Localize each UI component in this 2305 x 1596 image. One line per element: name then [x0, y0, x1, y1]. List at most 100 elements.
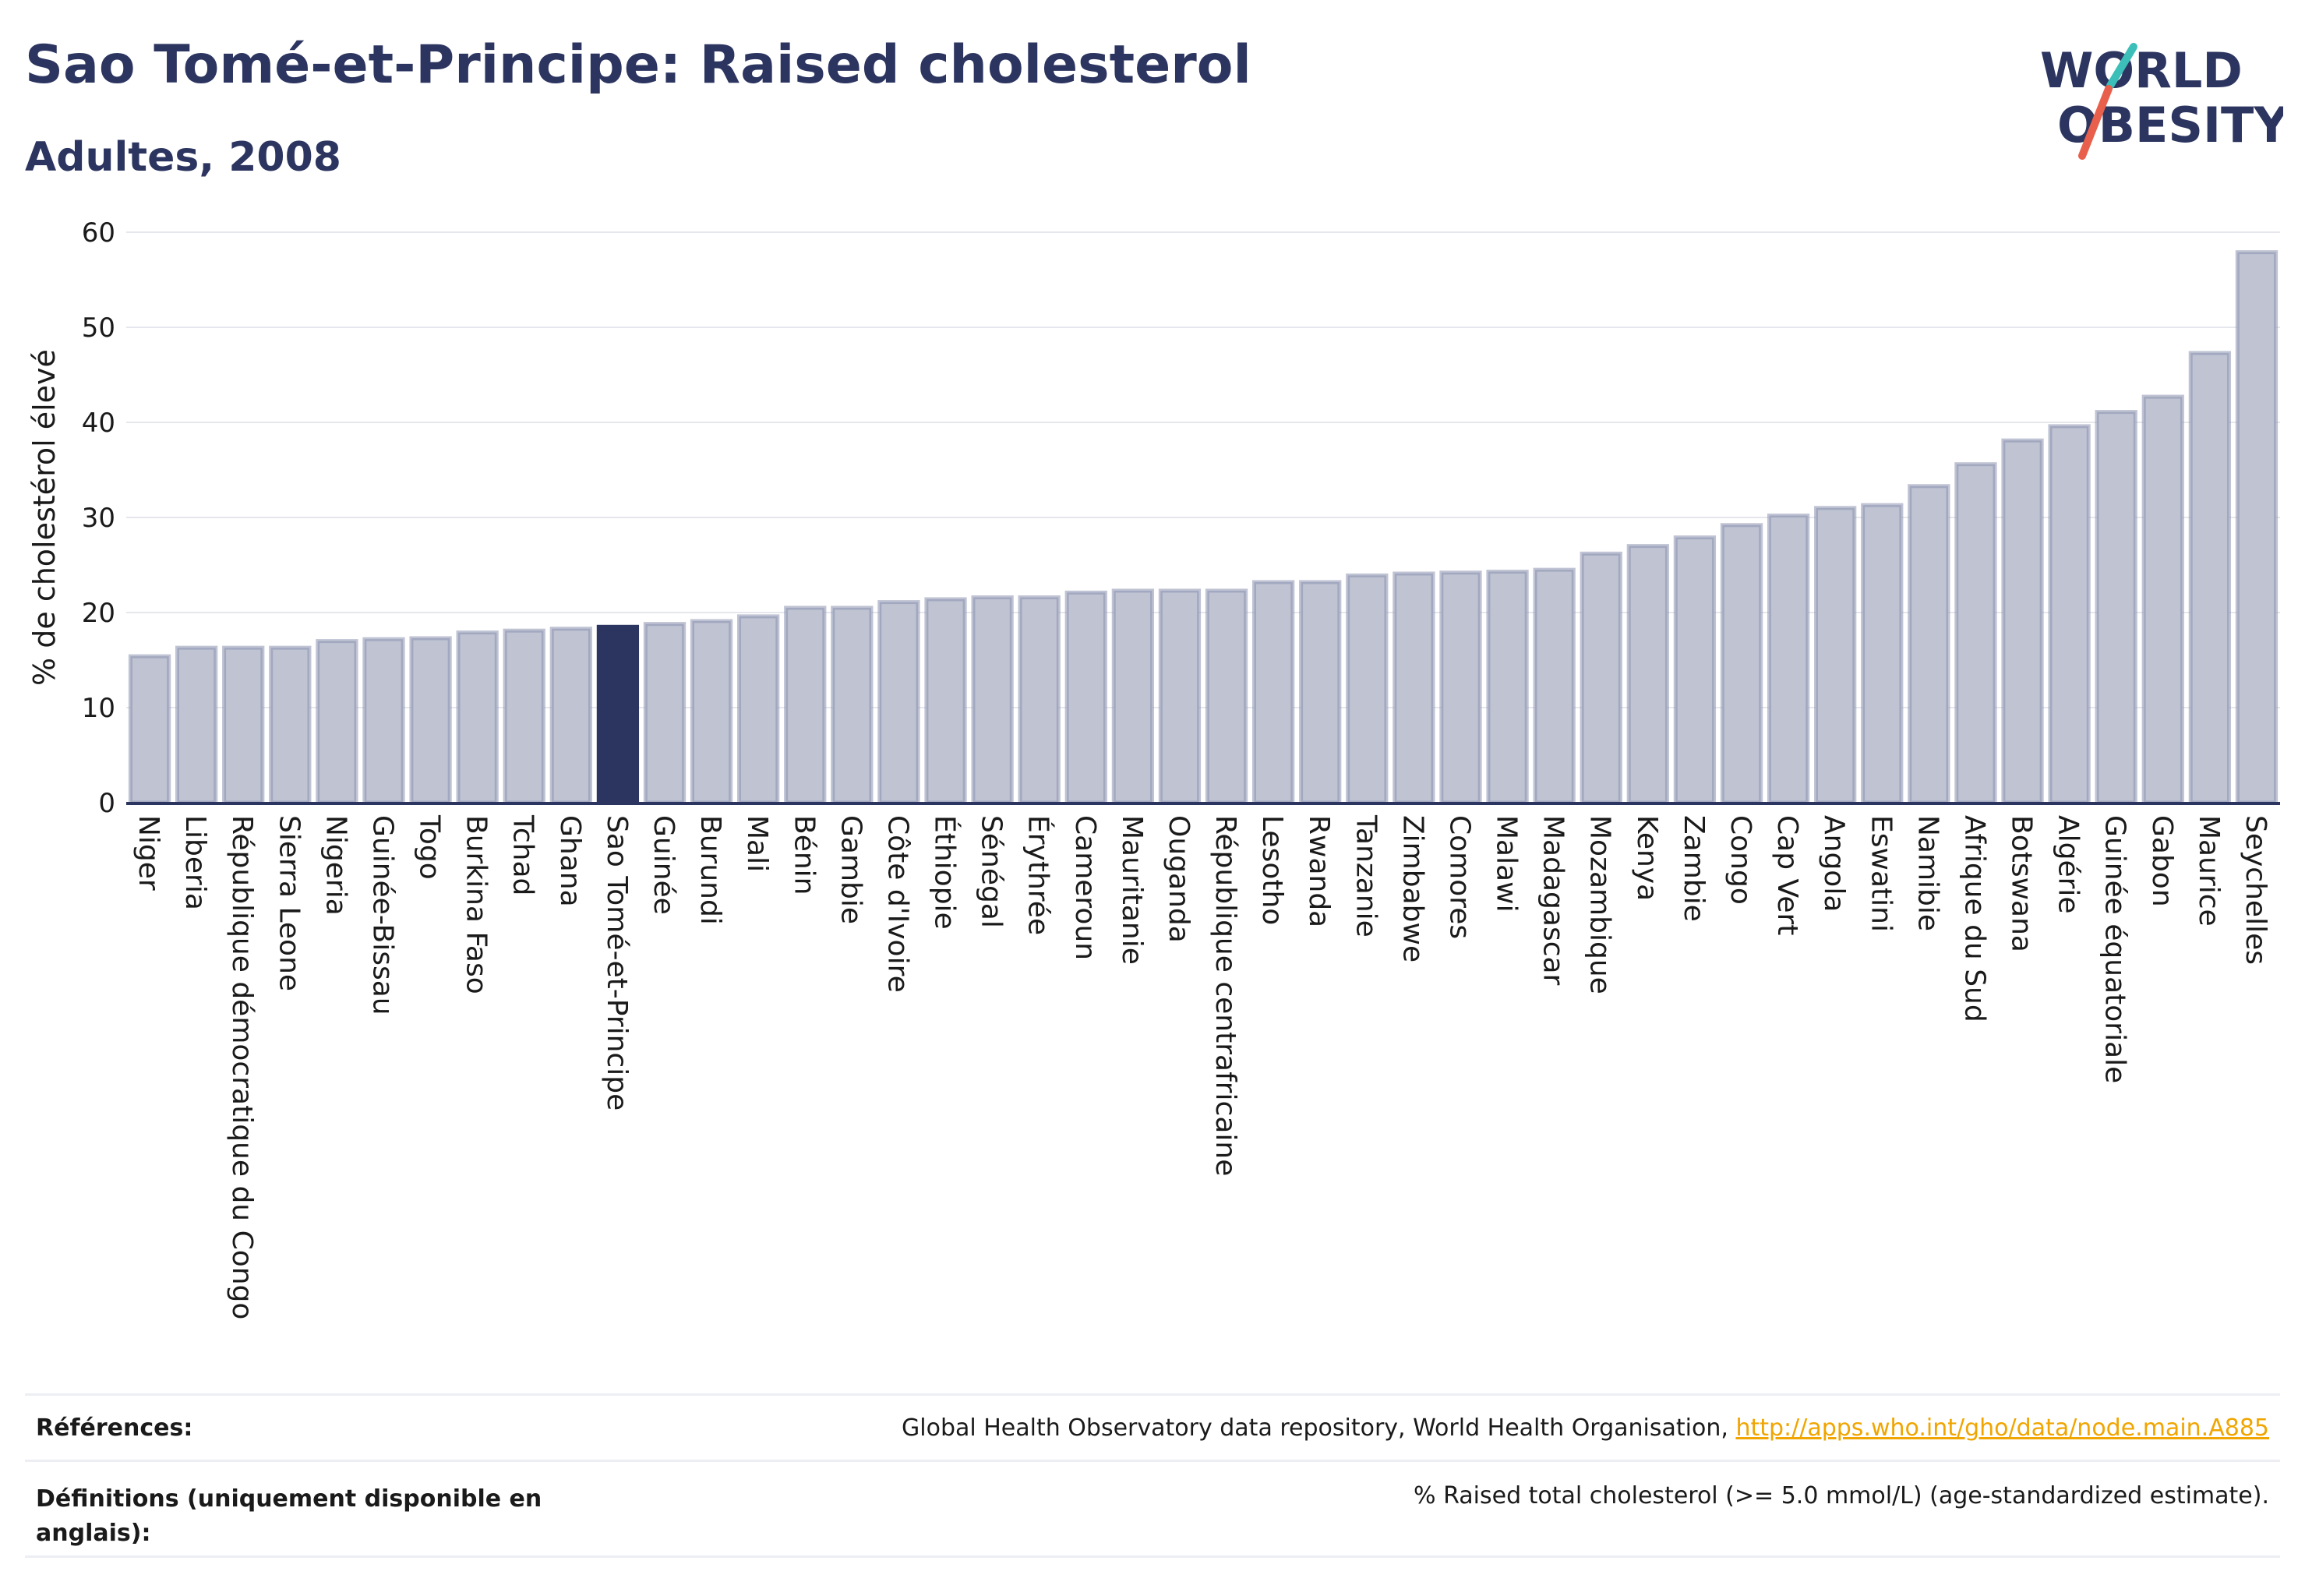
x-tick-label: Burundi	[694, 815, 726, 925]
x-tick-label: Congo	[1724, 815, 1756, 905]
x-tick-label: Tchad	[507, 814, 539, 895]
references-text: Global Health Observatory data repositor…	[902, 1414, 1736, 1442]
logo-slash-bottom	[2078, 85, 2113, 160]
page-title: Sao Tomé-et-Principe: Raised cholesterol	[25, 34, 1251, 96]
references-label: Références:	[36, 1414, 193, 1442]
bar	[971, 595, 1014, 805]
bar	[549, 627, 592, 805]
x-tick-label: Togo	[414, 814, 446, 880]
x-tick-label: Tanzanie	[1350, 814, 1382, 937]
bar	[503, 628, 545, 805]
x-tick-label: Maurice	[2193, 815, 2225, 927]
logo-line1: WORLD	[2040, 42, 2243, 99]
x-tick-label: Madagascar	[1537, 815, 1569, 986]
x-tick-label: Niger	[132, 815, 164, 891]
references-link[interactable]: http://apps.who.int/gho/data/node.main.A…	[1735, 1414, 2269, 1442]
bar	[128, 654, 171, 805]
references-value: Global Health Observatory data repositor…	[902, 1414, 2269, 1442]
y-tick-label: 30	[82, 503, 115, 534]
x-tick-label: Bénin	[788, 815, 820, 895]
x-tick-label: Côte d'Ivoire	[881, 815, 913, 993]
definitions-label: Définitions (uniquement disponible en ang…	[36, 1482, 542, 1551]
bar	[2141, 394, 2184, 805]
bar	[269, 645, 312, 805]
bar	[924, 597, 967, 805]
bar	[1767, 514, 1810, 805]
x-tick-label: Gambie	[835, 815, 867, 924]
y-tick-label: 20	[82, 598, 115, 629]
bar	[316, 639, 358, 805]
bar	[1158, 588, 1202, 805]
bar	[2001, 438, 2044, 805]
x-tick-label: Malawi	[1491, 815, 1523, 913]
definitions-label-line2: anglais):	[36, 1520, 151, 1547]
x-tick-label: République centrafricaine	[1209, 815, 1241, 1176]
x-tick-label: Algérie	[2053, 815, 2084, 914]
y-axis-label: % de cholestérol élevé	[27, 349, 62, 686]
references-table: Références: Global Health Observatory da…	[25, 1393, 2280, 1558]
y-tick-label: 60	[82, 217, 115, 249]
bar	[1393, 571, 1435, 805]
bar	[456, 630, 499, 805]
x-tick-label: Mauritanie	[1116, 815, 1148, 965]
y-tick-label: 0	[98, 788, 115, 819]
x-tick-label: Cap Vert	[1771, 815, 1803, 935]
definitions-label-line1: Définitions (uniquement disponible en	[36, 1485, 542, 1513]
x-tick-label: Ouganda	[1163, 815, 1195, 943]
bar	[1954, 462, 1997, 805]
bar	[1814, 506, 1857, 805]
bar	[1018, 595, 1061, 805]
x-tick-label: Sénégal	[976, 815, 1008, 928]
bar	[2095, 410, 2137, 805]
bar	[1720, 523, 1763, 805]
bar	[2048, 424, 2091, 805]
x-tick-label: Eswatini	[1865, 815, 1897, 932]
x-tick-label: Zimbabwe	[1396, 815, 1428, 962]
bar	[409, 636, 452, 805]
y-tick-label: 40	[82, 408, 115, 439]
x-tick-label: Namibie	[1911, 815, 1943, 931]
bar	[877, 600, 920, 805]
x-tick-label: Mozambique	[1584, 815, 1616, 994]
x-tick-label: Botswana	[2006, 815, 2038, 952]
bar	[2188, 351, 2232, 805]
x-tick-label: Kenya	[1631, 815, 1663, 901]
bar	[1486, 570, 1529, 805]
page-subtitle: Adultes, 2008	[25, 134, 341, 181]
bar	[1861, 503, 1904, 805]
y-tick-label: 10	[82, 693, 115, 724]
x-tick-label: Liberia	[179, 815, 211, 910]
definitions-value: % Raised total cholesterol (>= 5.0 mmol/…	[1414, 1482, 2269, 1509]
y-tick-label: 50	[82, 312, 115, 344]
bar	[1064, 590, 1107, 805]
x-tick-label: Zambie	[1678, 815, 1710, 922]
bar	[1908, 484, 1950, 805]
bar	[784, 606, 827, 805]
x-tick-label: République démocratique du Congo	[226, 815, 258, 1319]
world-obesity-logo: WORLD OBESITY	[2040, 42, 2283, 160]
bar	[1205, 588, 1248, 805]
bar	[690, 619, 733, 805]
x-tick-label: Burkina Faso	[461, 815, 492, 994]
x-tick-label: Sao Tomé-et-Principe	[601, 815, 633, 1110]
x-tick-label: Mali	[741, 815, 773, 872]
x-tick-label: Guinée-Bissau	[366, 815, 398, 1015]
bar	[175, 645, 218, 805]
x-tick-label: Éthiopie	[929, 815, 962, 930]
x-tick-label: Nigeria	[319, 815, 351, 916]
references-row: Références: Global Health Observatory da…	[25, 1393, 2280, 1460]
bar	[1346, 573, 1389, 805]
x-tick-label: Guinée équatoriale	[2099, 815, 2131, 1083]
x-tick-label: Afrique du Sud	[1958, 815, 1990, 1022]
bar	[2235, 250, 2279, 805]
bar	[1626, 544, 1669, 805]
bar	[362, 637, 405, 805]
bar	[1580, 551, 1622, 805]
bar	[643, 622, 687, 805]
x-tick-label: Sierra Leone	[273, 815, 305, 991]
bar	[222, 645, 265, 805]
bar	[1299, 580, 1342, 805]
bar	[1673, 535, 1717, 805]
x-tick-label: Guinée	[648, 815, 679, 915]
bar	[1251, 580, 1295, 805]
